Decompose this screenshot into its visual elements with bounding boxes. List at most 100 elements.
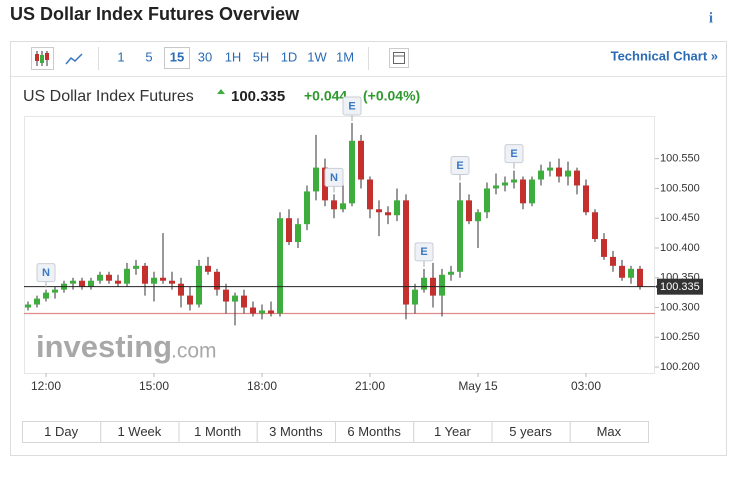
candle-body — [556, 167, 562, 177]
candle-body — [439, 274, 445, 296]
candle-body — [484, 188, 490, 213]
candle-body — [151, 277, 157, 284]
y-tick-label: 100.450 — [660, 212, 700, 224]
range-label: 1 Year — [434, 424, 472, 439]
range-label: 3 Months — [269, 424, 323, 439]
x-tick-label: 21:00 — [355, 379, 385, 393]
candle-body — [277, 218, 283, 314]
interval-button[interactable]: 1 — [117, 49, 124, 64]
candle-body — [619, 265, 625, 278]
candle-body — [169, 280, 175, 284]
candle-body — [520, 179, 526, 204]
x-tick-label: 15:00 — [139, 379, 169, 393]
candle-body — [565, 170, 571, 177]
candle-body — [97, 274, 103, 281]
range-label: 1 Month — [194, 424, 241, 439]
candle-body — [241, 295, 247, 308]
range-label: Max — [597, 424, 622, 439]
up-arrow — [217, 89, 225, 94]
x-tick-label: 03:00 — [571, 379, 601, 393]
event-label: E — [510, 148, 517, 160]
interval-button[interactable]: 5 — [145, 49, 152, 64]
candle-body — [196, 265, 202, 305]
event-marker[interactable] — [414, 242, 434, 262]
candle-body — [574, 170, 580, 186]
candle-body — [142, 265, 148, 284]
candle-body — [214, 271, 220, 290]
candle-body — [88, 280, 94, 287]
candle-body — [43, 292, 49, 299]
candle-body — [385, 212, 391, 216]
candle-body — [331, 200, 337, 210]
candle-body — [133, 265, 139, 269]
candle-icon[interactable] — [31, 47, 54, 70]
x-tick-label: May 15 — [458, 379, 498, 393]
range-button[interactable] — [569, 421, 649, 443]
candle-body — [268, 310, 274, 314]
interval-button[interactable]: 1D — [281, 49, 298, 64]
candle-body — [259, 310, 265, 314]
event-label: N — [42, 267, 50, 279]
candle-body — [538, 170, 544, 180]
candle-body — [421, 277, 427, 290]
candle-body — [178, 283, 184, 296]
y-tick-label: 100.250 — [660, 331, 700, 343]
candle-body — [187, 295, 193, 305]
interval-button[interactable]: 15 — [170, 49, 184, 64]
candle-body — [457, 200, 463, 272]
candle-body — [70, 280, 76, 284]
settings-icon[interactable] — [389, 48, 409, 68]
x-tick-label: 12:00 — [31, 379, 61, 393]
candle-body — [115, 280, 121, 284]
range-label: 1 Day — [44, 424, 78, 439]
plot-frame — [24, 116, 655, 374]
candle-body — [295, 224, 301, 243]
candle-body — [232, 295, 238, 302]
interval-button[interactable]: 1M — [336, 49, 354, 64]
event-label: E — [456, 160, 463, 172]
candle-body — [493, 185, 499, 189]
candle-body — [394, 200, 400, 216]
y-tick-label: 100.550 — [660, 153, 700, 165]
candle-body — [160, 277, 166, 281]
candle-body — [304, 191, 310, 225]
candle-body — [124, 268, 130, 284]
candle-body — [412, 289, 418, 305]
candle-body — [349, 140, 355, 204]
event-label: N — [330, 172, 338, 184]
info-icon[interactable]: i — [709, 10, 713, 26]
candle-body — [610, 256, 616, 266]
y-tick-label: 100.400 — [660, 242, 700, 254]
candle-body — [106, 274, 112, 281]
candle-body — [637, 268, 643, 287]
watermark-brand: investing — [36, 329, 172, 364]
last-price: 100.335 — [231, 88, 285, 105]
instrument-name: US Dollar Index Futures — [23, 88, 194, 105]
interval-button[interactable]: 30 — [198, 49, 212, 64]
event-marker[interactable] — [36, 263, 56, 283]
last-price-box — [657, 278, 703, 295]
technical-chart-link[interactable]: Technical Chart » — [611, 48, 718, 63]
candle-body — [628, 268, 634, 278]
event-marker[interactable] — [450, 155, 470, 175]
event-marker[interactable] — [342, 96, 362, 116]
page-title: US Dollar Index Futures Overview — [10, 4, 300, 24]
range-label: 6 Months — [347, 424, 401, 439]
interval-button[interactable]: 1W — [307, 49, 327, 64]
widget-frame — [10, 41, 727, 456]
candle-body — [205, 265, 211, 272]
candle-body — [592, 212, 598, 240]
x-tick-label: 18:00 — [247, 379, 277, 393]
event-marker[interactable] — [324, 167, 344, 187]
event-marker[interactable] — [504, 144, 524, 164]
candle-body — [583, 185, 589, 213]
line-icon[interactable] — [65, 53, 83, 65]
candle-body — [403, 200, 409, 305]
candle-body — [358, 140, 364, 180]
range-label: 5 years — [509, 424, 552, 439]
y-tick-label: 100.300 — [660, 301, 700, 313]
interval-button[interactable]: 5H — [253, 49, 270, 64]
interval-button[interactable]: 1H — [225, 49, 242, 64]
candle-body — [466, 200, 472, 222]
